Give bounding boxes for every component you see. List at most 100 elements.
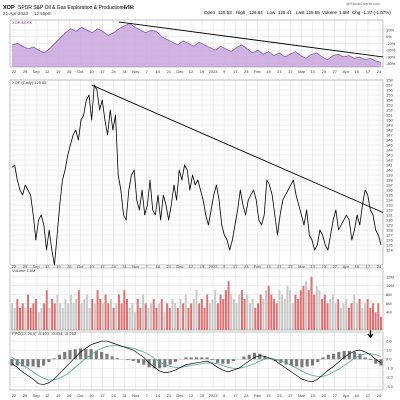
volume-tick-label: 8M	[386, 292, 392, 297]
volume-bar	[315, 285, 318, 330]
volume-bar	[200, 299, 203, 330]
x-tick-label: Apr	[343, 393, 350, 398]
volume-bar	[144, 303, 147, 330]
x-tick-label: 27	[288, 264, 293, 269]
ppo-histogram-bar	[36, 359, 40, 368]
rel-tick-label: 0%	[386, 34, 392, 39]
volume-bar	[35, 299, 38, 330]
volume-bar	[323, 294, 326, 330]
volume-bar	[174, 303, 177, 330]
x-tick-label: Sep	[33, 69, 41, 74]
price-tick-label: 134	[386, 197, 393, 202]
x-tick-label: 31	[122, 264, 127, 269]
volume-bar	[176, 307, 179, 330]
volume-bar	[265, 290, 268, 330]
price-tick-label: 142	[386, 157, 393, 162]
volume-bar	[21, 303, 24, 330]
x-tick-label: 10	[89, 69, 94, 74]
volume-bar	[96, 290, 99, 330]
volume-bar	[203, 307, 206, 330]
x-tick-label: 22	[12, 264, 17, 269]
volume-bar	[179, 299, 182, 330]
volume-bar	[259, 294, 262, 330]
ppo-histogram-bar	[57, 354, 61, 360]
volume-bar	[214, 290, 217, 330]
ppo-histogram-bar	[10, 359, 14, 366]
ppo-histogram-bar	[332, 353, 336, 360]
volume-bar	[64, 299, 67, 330]
volume-bar	[219, 294, 222, 330]
x-tick-label: 20	[321, 264, 326, 269]
x-tick-label: 26	[67, 264, 72, 269]
x-tick-label: 7	[146, 69, 149, 74]
price-series	[11, 84, 382, 266]
ppo-histogram-bar	[31, 359, 35, 367]
panel-frames	[9, 19, 384, 391]
x-tick-label: 19	[56, 264, 61, 269]
x-tick-label: 14	[156, 393, 161, 398]
x-tick-label: Apr	[343, 264, 350, 269]
volume-bar	[72, 303, 75, 330]
ppo-histogram-bar	[374, 359, 378, 364]
volume-bar	[80, 303, 83, 330]
ppo-histogram-bar	[126, 359, 130, 361]
price-tick-label: 149	[386, 122, 393, 127]
price-tick-label: 124	[386, 247, 393, 252]
ppo-histogram-bar	[247, 354, 251, 360]
ppo-histogram-bar	[63, 351, 67, 360]
ppo-histogram-bar	[68, 350, 72, 360]
price-tick-label: 154	[386, 97, 393, 102]
price-tick-label: 152	[386, 107, 393, 112]
ppo-tick-label: 0.0	[386, 357, 392, 362]
x-tick-label: 27	[288, 393, 293, 398]
volume-bar	[160, 299, 163, 330]
x-tick-label: 19	[56, 69, 61, 74]
x-tick-label: 21	[167, 69, 172, 74]
x-tick-label: 17	[233, 69, 238, 74]
x-tick-label: Dec	[176, 69, 183, 74]
volume-bar	[16, 299, 19, 330]
price-tick-label: 138	[386, 177, 393, 182]
x-tick-label: 22	[12, 393, 17, 398]
axis-labels: 22 29 Sep 12 19 26 Oct 10 17 24 31 Nov 7 14 21 Dec 12 19 2…	[12, 27, 396, 398]
x-tick-label: 12	[189, 69, 194, 74]
x-tick-label: 20	[321, 393, 326, 398]
ppo-tick-label: -3.0	[386, 384, 394, 389]
ppo-tick-label: -1.0	[386, 366, 394, 371]
high-value: 126.64	[249, 10, 263, 15]
security-name: SPDR S&P Oil & Gas Exploration & Product…	[18, 5, 133, 11]
volume-bar	[147, 307, 150, 330]
price-tick-label: 135	[386, 192, 393, 197]
ppo-signal-line	[11, 345, 382, 381]
volume-bar	[222, 299, 225, 330]
volume-bar	[267, 285, 270, 330]
ppo-histogram-bar	[305, 359, 309, 367]
ppo-histogram-bar	[216, 359, 220, 363]
watermark: @StockCharts.com	[346, 1, 381, 6]
close-value: 125.55	[306, 10, 320, 15]
x-tick-label: 24	[377, 69, 382, 74]
ppo-histogram-bar	[289, 359, 293, 366]
price-tick-label: 139	[386, 172, 393, 177]
price-tick-label: 145	[386, 142, 393, 147]
volume-bar	[248, 303, 251, 330]
x-tick-label: Apr	[343, 69, 350, 74]
volume-bar	[235, 303, 238, 330]
volume-bar	[313, 294, 316, 330]
ppo-histogram-bar	[158, 359, 162, 369]
volume-bar	[142, 294, 145, 330]
x-tick-label: 14	[156, 69, 161, 74]
price-tick-label: 148	[386, 127, 393, 132]
ppo-histogram-bar	[316, 359, 320, 362]
price-line	[11, 84, 382, 266]
ppo-histogram-bar	[52, 358, 56, 360]
x-tick-label: 24	[377, 393, 382, 398]
ppo-histogram-bar	[78, 348, 83, 360]
ppo-histogram-bar	[115, 358, 119, 360]
volume-bar	[104, 294, 107, 330]
ppo-histogram-bar	[26, 359, 30, 367]
low-value: 125.41	[278, 10, 292, 15]
x-tick-label: 12	[45, 264, 50, 269]
ppo-histogram-bar	[47, 359, 51, 362]
